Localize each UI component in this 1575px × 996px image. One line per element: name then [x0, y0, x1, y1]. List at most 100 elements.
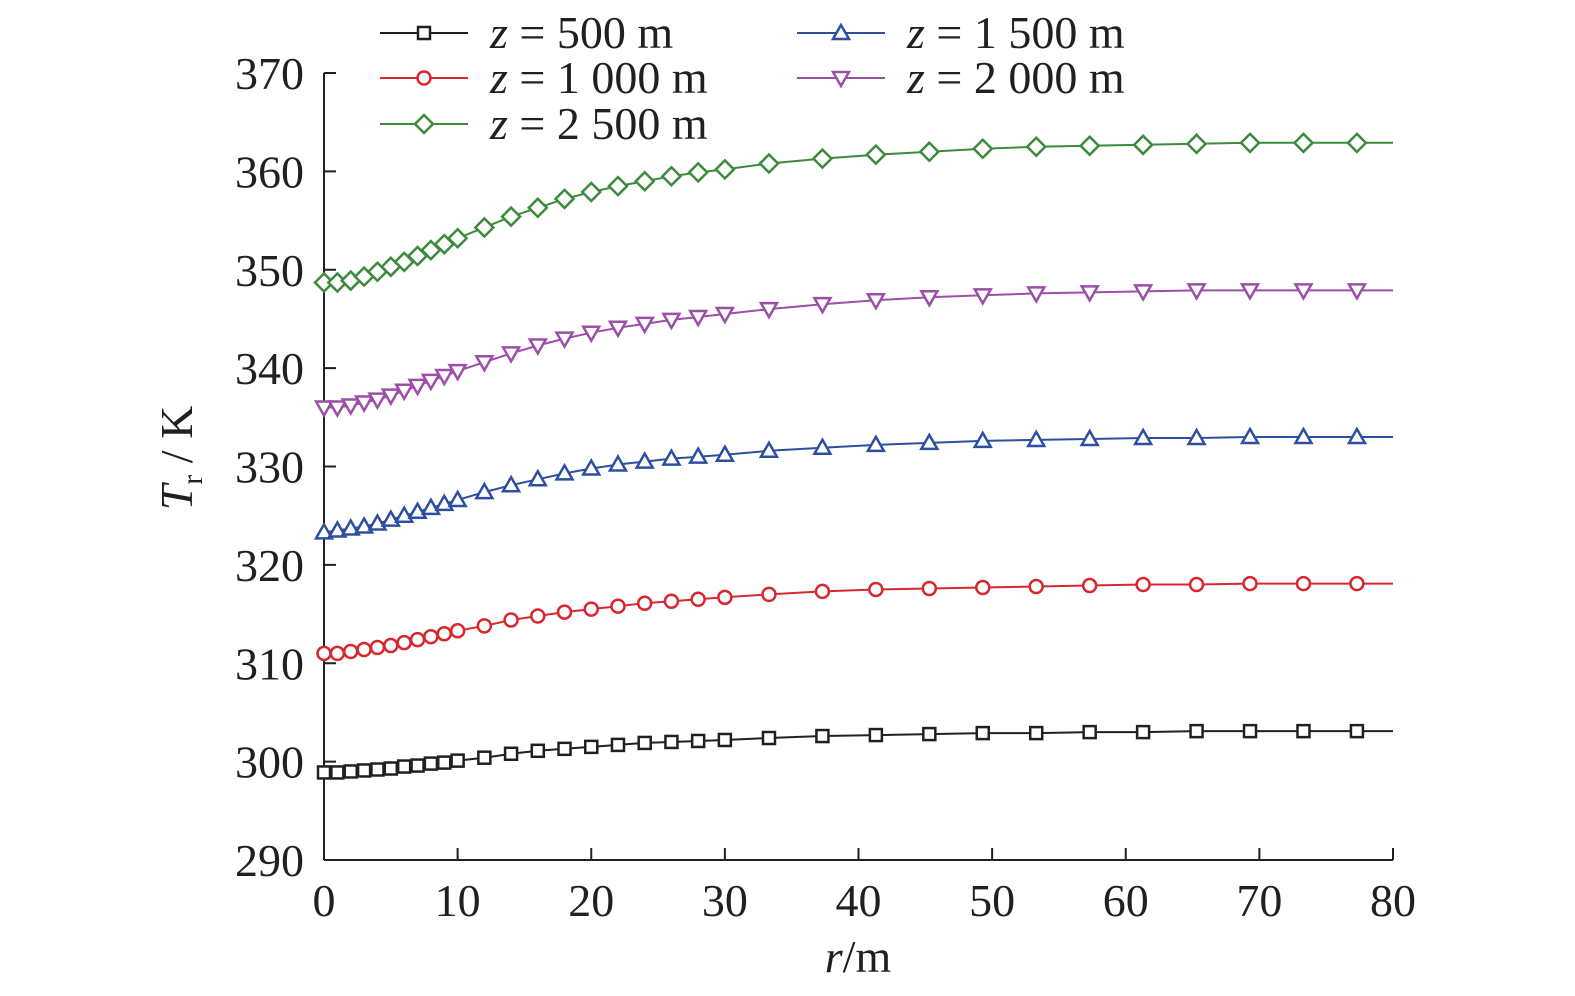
square-marker: [503, 746, 519, 762]
square-marker: [356, 763, 372, 778]
y-tick-label: 300: [235, 737, 304, 788]
diamond-marker: [1292, 132, 1315, 154]
triangle-up-marker: [1346, 426, 1368, 445]
series-1: [316, 723, 1393, 780]
diamond-marker: [1025, 136, 1047, 158]
circle-marker: [369, 639, 386, 656]
circle-marker: [583, 601, 599, 617]
legend-label: z = 2 000 m: [906, 52, 1125, 103]
y-tick-label: 360: [235, 146, 304, 197]
series-line: [324, 141, 1393, 284]
triangle-up-marker: [607, 454, 629, 472]
square-marker: [975, 725, 991, 741]
triangle-down-marker: [581, 325, 602, 344]
square-marker: [584, 739, 599, 755]
triangle-up-marker: [1293, 426, 1314, 445]
square-marker: [396, 759, 412, 774]
circle-marker: [868, 581, 884, 598]
triangle-up-marker: [714, 444, 736, 462]
triangle-up-marker: [527, 468, 548, 487]
square-marker: [450, 753, 465, 768]
diamond-marker: [865, 143, 887, 166]
legend-label: z = 500 m: [489, 7, 673, 58]
circle-marker: [423, 628, 439, 645]
triangle-up-marker: [812, 437, 833, 456]
square-marker: [637, 735, 652, 751]
x-tick-label: 0: [313, 875, 336, 926]
circle-marker: [1081, 577, 1098, 594]
x-tick-label: 60: [1103, 875, 1149, 926]
circle-marker: [1349, 575, 1365, 592]
series-layer: [313, 132, 1393, 780]
triangle-down-marker: [919, 290, 940, 308]
square-marker: [1296, 723, 1311, 739]
triangle-down-marker: [313, 400, 335, 418]
diamond-marker: [580, 181, 603, 203]
x-tick-label: 20: [568, 875, 614, 926]
triangle-down-marker: [661, 312, 682, 331]
triangle-down-marker: [607, 320, 629, 339]
triangle-up-marker: [972, 430, 993, 449]
square-marker: [1135, 724, 1151, 740]
triangle-up-marker: [661, 448, 682, 466]
circle-marker: [316, 645, 332, 662]
square-marker: [370, 762, 385, 777]
triangle-down-marker: [1239, 283, 1261, 301]
x-tick-label: 80: [1370, 875, 1416, 926]
series-line: [324, 289, 1393, 409]
y-tick-label: 320: [235, 540, 304, 591]
legend-item: z = 2 000 m: [797, 52, 1125, 103]
circle-marker: [663, 593, 680, 610]
y-tick-label: 340: [235, 343, 304, 394]
square-marker: [416, 25, 432, 41]
triangle-down-marker: [812, 296, 833, 315]
circle-marker: [409, 631, 426, 648]
square-marker: [410, 758, 425, 773]
triangle-up-marker: [313, 521, 335, 540]
square-marker: [330, 765, 345, 780]
square-marker: [437, 755, 452, 770]
diamond-marker: [1078, 135, 1101, 157]
diamond-marker: [687, 161, 709, 184]
triangle-down-marker: [394, 383, 415, 402]
triangle-up-marker: [340, 517, 361, 536]
circle-marker: [636, 595, 653, 611]
x-tick-label: 40: [836, 875, 882, 926]
triangle-down-marker: [634, 316, 655, 335]
triangle-up-marker: [919, 432, 940, 451]
circle-marker: [342, 643, 359, 660]
y-axis-label: Tr / K: [151, 406, 209, 511]
y-tick-label: 350: [235, 245, 304, 296]
y-tick-label: 330: [235, 442, 304, 493]
x-tick-label: 70: [1236, 875, 1282, 926]
circle-marker: [396, 634, 412, 651]
triangle-up-marker: [474, 481, 495, 500]
circle-marker: [449, 623, 466, 639]
y-tick-label: 310: [235, 638, 304, 689]
diamond-marker: [446, 227, 469, 250]
circle-marker: [1028, 578, 1044, 595]
triangle-up-marker: [327, 519, 348, 538]
x-tick-label: 30: [702, 875, 748, 926]
x-tick-label: 50: [969, 875, 1015, 926]
triangle-down-marker: [447, 363, 468, 382]
triangle-down-marker: [527, 338, 548, 357]
diamond-marker: [1346, 132, 1368, 154]
diamond-marker: [714, 158, 736, 181]
y-tick-label: 290: [235, 835, 304, 886]
triangle-down-marker: [714, 306, 736, 325]
square-marker: [922, 726, 937, 742]
square-marker: [477, 750, 492, 765]
square-marker: [1028, 725, 1044, 741]
diamond-marker: [918, 140, 941, 163]
triangle-down-marker: [407, 378, 428, 397]
x-tick-label: 10: [435, 875, 481, 926]
triangle-up-marker: [1026, 429, 1047, 448]
circle-marker: [503, 612, 519, 628]
circle-marker: [556, 604, 573, 620]
triangle-down-marker: [500, 346, 522, 364]
diamond-marker: [1185, 133, 1208, 155]
circle-marker: [383, 637, 399, 654]
circle-marker: [1295, 575, 1312, 592]
triangle-up-marker: [1132, 427, 1154, 446]
